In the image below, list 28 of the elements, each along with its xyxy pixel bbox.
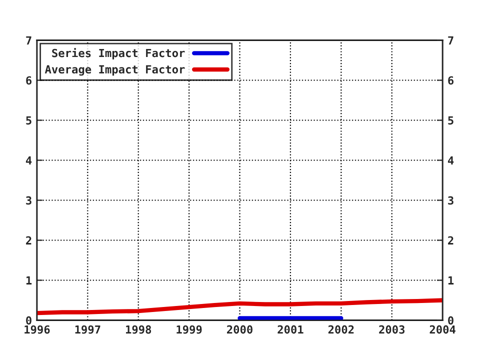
y-tick-label: 1	[26, 276, 32, 284]
y2-tick-label: 0	[448, 316, 454, 325]
y-tick-label: 3	[26, 196, 32, 205]
y-tick-label: 0	[26, 316, 32, 325]
x-tick-label: 2004	[430, 325, 456, 334]
x-tick-label: 2000	[227, 325, 252, 334]
x-tick-label: 2003	[379, 325, 405, 334]
y2-tick-label: 6	[448, 76, 454, 85]
y-tick-label: 5	[26, 116, 32, 125]
x-tick-label: 2002	[328, 325, 354, 334]
y2-tick-label: 3	[448, 196, 454, 205]
x-tick-label: 1996	[24, 325, 50, 334]
y2-tick-label: 7	[448, 36, 454, 44]
y-tick-label: 2	[26, 236, 32, 244]
y2-tick-label: 5	[448, 116, 454, 125]
x-tick-label: 1998	[126, 325, 152, 334]
y2-tick-label: 4	[448, 156, 454, 164]
legend-label: Series Impact Factor	[52, 48, 185, 60]
y2-tick-label: 2	[448, 236, 454, 244]
x-tick-label: 1999	[176, 325, 202, 334]
y2-tick-label: 1	[448, 276, 454, 284]
legend-label: Average Impact Factor	[44, 65, 185, 76]
y-tick-label: 6	[26, 76, 32, 85]
x-tick-label: 2001	[278, 325, 304, 334]
y-tick-label: 4	[26, 156, 32, 164]
line-series	[36, 298, 443, 316]
y-tick-label: 7	[26, 36, 32, 44]
x-tick-label: 1997	[75, 325, 100, 334]
